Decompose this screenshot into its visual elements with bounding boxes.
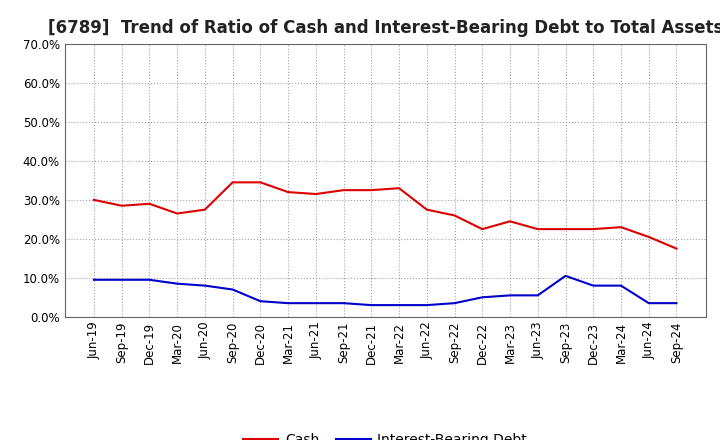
Interest-Bearing Debt <box>117 277 126 282</box>
Interest-Bearing Debt <box>228 287 237 292</box>
Cash <box>478 227 487 232</box>
Cash <box>367 187 376 193</box>
Cash <box>312 191 320 197</box>
Cash <box>145 201 154 206</box>
Cash <box>395 186 403 191</box>
Cash <box>117 203 126 209</box>
Cash <box>256 180 265 185</box>
Interest-Bearing Debt <box>201 283 210 288</box>
Interest-Bearing Debt <box>284 301 292 306</box>
Interest-Bearing Debt <box>616 283 625 288</box>
Cash <box>450 213 459 218</box>
Interest-Bearing Debt <box>450 301 459 306</box>
Interest-Bearing Debt <box>589 283 598 288</box>
Cash <box>339 187 348 193</box>
Interest-Bearing Debt <box>395 302 403 308</box>
Cash <box>505 219 514 224</box>
Interest-Bearing Debt <box>505 293 514 298</box>
Interest-Bearing Debt <box>534 293 542 298</box>
Interest-Bearing Debt <box>644 301 653 306</box>
Interest-Bearing Debt <box>423 302 431 308</box>
Title: [6789]  Trend of Ratio of Cash and Interest-Bearing Debt to Total Assets: [6789] Trend of Ratio of Cash and Intere… <box>48 19 720 37</box>
Interest-Bearing Debt <box>256 299 265 304</box>
Cash <box>534 227 542 232</box>
Interest-Bearing Debt <box>145 277 154 282</box>
Interest-Bearing Debt <box>672 301 681 306</box>
Cash <box>89 197 98 202</box>
Interest-Bearing Debt <box>478 295 487 300</box>
Line: Interest-Bearing Debt: Interest-Bearing Debt <box>94 276 677 305</box>
Cash <box>173 211 181 216</box>
Cash <box>644 234 653 239</box>
Line: Cash: Cash <box>94 182 677 249</box>
Cash <box>589 227 598 232</box>
Cash <box>561 227 570 232</box>
Legend: Cash, Interest-Bearing Debt: Cash, Interest-Bearing Debt <box>238 427 533 440</box>
Cash <box>228 180 237 185</box>
Interest-Bearing Debt <box>89 277 98 282</box>
Cash <box>201 207 210 212</box>
Cash <box>672 246 681 251</box>
Interest-Bearing Debt <box>367 302 376 308</box>
Interest-Bearing Debt <box>339 301 348 306</box>
Interest-Bearing Debt <box>173 281 181 286</box>
Cash <box>284 190 292 195</box>
Interest-Bearing Debt <box>561 273 570 279</box>
Interest-Bearing Debt <box>312 301 320 306</box>
Cash <box>616 224 625 230</box>
Cash <box>423 207 431 212</box>
